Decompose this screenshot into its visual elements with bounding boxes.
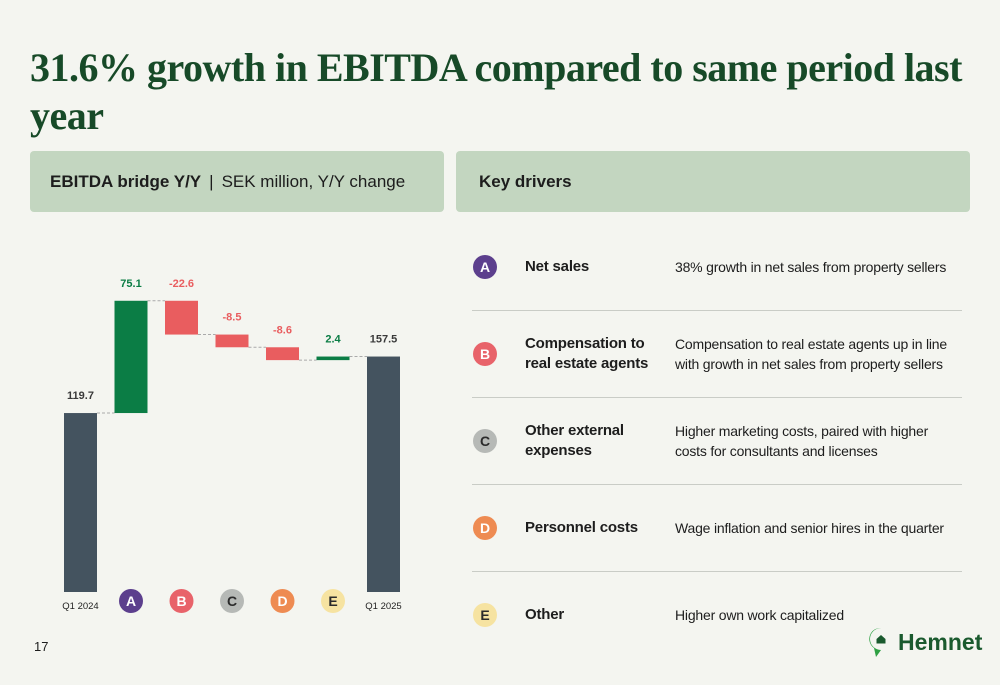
drivers-list: A Net sales 38% growth in net sales from p…: [472, 224, 962, 658]
logo-icon: [869, 627, 889, 657]
value-label: 119.7: [67, 390, 94, 402]
drivers-heading: Key drivers: [479, 171, 572, 191]
category-badge: [119, 589, 143, 613]
bar: [266, 347, 299, 361]
chart-header: EBITDA bridge Y/Y | SEK million, Y/Y cha…: [30, 151, 444, 212]
category-badge: [321, 589, 345, 613]
x-tick-label: Q1 2025: [365, 601, 401, 612]
driver-badge: B: [473, 342, 497, 366]
driver-row: D Personnel costs Wage inflation and senio…: [472, 485, 962, 572]
driver-description: Compensation to real estate agents up in…: [675, 336, 947, 372]
chart-heading: EBITDA bridge Y/Y: [50, 171, 202, 191]
driver-badge: C: [473, 429, 497, 453]
chart-subheading: SEK million, Y/Y change: [221, 171, 406, 191]
driver-name: Other external expenses: [525, 422, 624, 459]
value-label: -22.6: [169, 278, 194, 290]
logo-text: Hemnet: [898, 628, 983, 655]
value-label: 2.4: [325, 334, 341, 346]
bar: [316, 356, 350, 361]
category-badge: [220, 589, 244, 613]
chart: 119.7 Q1 2024 75.1 A -22.6 B -8.5 C -8.6 D 2.4 E 157…: [62, 278, 402, 613]
category-badge: [270, 589, 295, 613]
bar: [165, 300, 198, 335]
driver-description: Higher marketing costs, paired with high…: [675, 423, 929, 459]
driver-row: C Other external expenses Higher marketing…: [472, 398, 962, 485]
driver-description: Higher own work capitalized: [675, 607, 844, 623]
driver-name: Other: [525, 606, 565, 623]
driver-name: Net sales: [525, 258, 590, 275]
driver-name: Compensation to real estate agents: [525, 335, 649, 372]
separator: |: [209, 171, 214, 191]
slide-title: 31.6% growth in EBITDA compared to same …: [30, 45, 962, 138]
value-label: -8.6: [273, 324, 292, 336]
x-tick-label: Q1 2024: [62, 601, 98, 612]
driver-badge: D: [473, 516, 497, 540]
x-tick-label: B: [176, 593, 186, 609]
bar: [114, 300, 148, 414]
driver-description: 38% growth in net sales from property se…: [675, 259, 947, 275]
drivers-header: Key drivers: [456, 151, 970, 212]
bar: [367, 356, 400, 592]
value-label: -8.5: [223, 312, 242, 324]
bar: [64, 413, 97, 592]
driver-badge: A: [473, 255, 497, 279]
page-number: 17: [34, 639, 49, 654]
bar: [215, 334, 249, 348]
category-badge: [169, 589, 194, 613]
x-tick-label: E: [328, 593, 337, 609]
value-label: 157.5: [370, 334, 398, 346]
driver-row: E Other Higher own work capitalized: [472, 572, 962, 658]
driver-row: B Compensation to real estate agents Compe…: [472, 311, 962, 398]
x-tick-label: A: [126, 593, 136, 609]
driver-description: Wage inflation and senior hires in the q…: [675, 520, 944, 536]
driver-row: A Net sales 38% growth in net sales from p…: [472, 224, 962, 311]
value-label: 75.1: [120, 278, 141, 290]
driver-badge: E: [473, 603, 497, 627]
x-tick-label: C: [227, 593, 237, 609]
logo: Hemnet: [868, 626, 982, 658]
x-tick-label: D: [277, 593, 287, 609]
driver-name: Personnel costs: [525, 519, 638, 536]
